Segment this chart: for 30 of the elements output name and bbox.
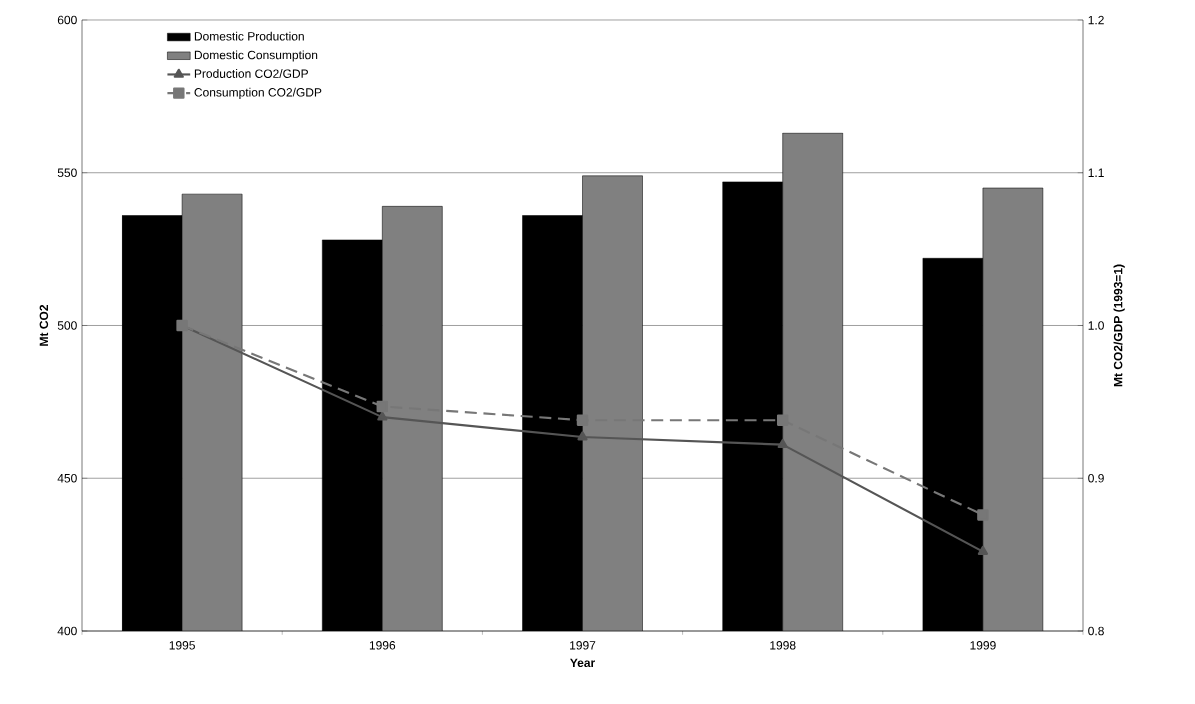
y-tick-label: 550 bbox=[57, 168, 77, 177]
legend-label: Domestic Consumption bbox=[194, 50, 318, 62]
y-tick-label: 450 bbox=[57, 473, 77, 483]
point bbox=[576, 414, 589, 426]
legend-label: Consumption CO2/GDP bbox=[194, 87, 322, 99]
legend-label: Domestic Production bbox=[194, 31, 304, 41]
x-tick-label: 1999 bbox=[970, 641, 996, 650]
y2-axis-title: Mt CO2/GDP (1993=1) bbox=[1113, 264, 1125, 387]
point bbox=[977, 509, 989, 521]
x-tick-label: 1997 bbox=[570, 641, 596, 650]
y2-tick-label: 0.8 bbox=[1088, 626, 1104, 636]
point bbox=[777, 438, 788, 449]
y2-tick-label: 0.9 bbox=[1088, 474, 1104, 483]
y2-tick-label: 1.0 bbox=[1088, 321, 1104, 330]
point bbox=[377, 411, 388, 421]
y-tick-label: 600 bbox=[57, 15, 77, 25]
x-tick-label: 1995 bbox=[169, 641, 195, 650]
x-tick-label: 1998 bbox=[770, 641, 796, 650]
point bbox=[376, 400, 389, 413]
point bbox=[776, 414, 789, 426]
point bbox=[977, 545, 989, 555]
y-axis-title: Mt CO2 bbox=[39, 304, 49, 346]
y-tick-label: 400 bbox=[57, 626, 77, 636]
y2-tick-label: 1.2 bbox=[1088, 15, 1104, 25]
y-tick-label: 500 bbox=[57, 321, 77, 330]
point bbox=[577, 431, 588, 441]
y2-tick-label: 1.1 bbox=[1088, 168, 1104, 177]
x-tick-label: 1996 bbox=[369, 641, 396, 650]
legend-label: Production CO2/GDP bbox=[194, 69, 308, 78]
x-axis-title: Year bbox=[570, 658, 596, 668]
